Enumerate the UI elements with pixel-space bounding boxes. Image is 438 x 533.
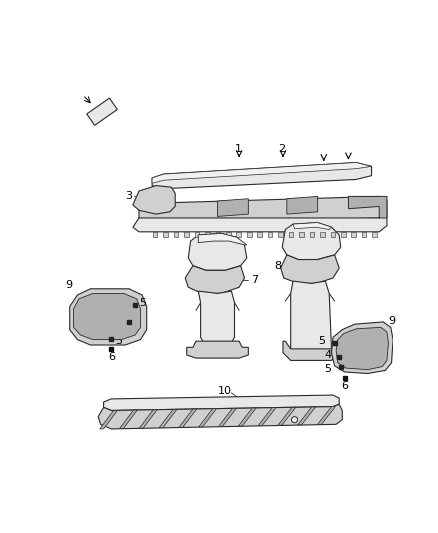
Polygon shape: [258, 232, 262, 237]
Polygon shape: [299, 232, 304, 237]
Polygon shape: [372, 232, 377, 237]
Polygon shape: [226, 232, 231, 237]
Polygon shape: [184, 232, 189, 237]
Polygon shape: [152, 163, 371, 189]
Text: 2: 2: [279, 144, 286, 155]
Polygon shape: [179, 409, 197, 427]
Polygon shape: [287, 196, 318, 214]
Polygon shape: [103, 395, 339, 410]
Polygon shape: [153, 232, 158, 237]
Text: 5: 5: [325, 364, 332, 374]
Polygon shape: [100, 410, 117, 429]
Polygon shape: [98, 405, 342, 429]
Text: 8: 8: [274, 261, 281, 271]
Polygon shape: [187, 341, 248, 358]
Polygon shape: [87, 98, 117, 125]
Polygon shape: [298, 407, 315, 425]
Polygon shape: [278, 232, 283, 237]
Polygon shape: [258, 408, 276, 425]
Text: 1: 1: [234, 144, 241, 155]
Polygon shape: [139, 196, 387, 225]
Polygon shape: [133, 185, 175, 214]
Polygon shape: [215, 232, 220, 237]
Polygon shape: [238, 408, 256, 426]
Polygon shape: [247, 232, 251, 237]
Polygon shape: [318, 407, 336, 424]
Polygon shape: [281, 255, 339, 284]
Polygon shape: [268, 232, 272, 237]
Polygon shape: [74, 294, 141, 340]
Polygon shape: [218, 199, 248, 216]
Polygon shape: [198, 233, 247, 245]
Polygon shape: [278, 407, 296, 425]
Text: 10: 10: [218, 386, 232, 396]
Text: 6: 6: [108, 352, 115, 361]
Polygon shape: [283, 341, 339, 360]
Polygon shape: [320, 232, 325, 237]
Polygon shape: [237, 232, 241, 237]
Polygon shape: [159, 409, 177, 427]
Polygon shape: [349, 196, 387, 218]
Text: 5: 5: [318, 336, 325, 346]
Polygon shape: [362, 232, 367, 237]
Text: 9: 9: [65, 280, 72, 290]
Circle shape: [291, 417, 298, 423]
Text: 4: 4: [325, 350, 332, 360]
Polygon shape: [198, 291, 234, 346]
Polygon shape: [120, 410, 137, 429]
Polygon shape: [205, 232, 210, 237]
Polygon shape: [291, 281, 332, 358]
Polygon shape: [199, 409, 216, 427]
Polygon shape: [174, 232, 178, 237]
Polygon shape: [70, 289, 147, 345]
Polygon shape: [282, 223, 341, 260]
Polygon shape: [310, 232, 314, 237]
Polygon shape: [351, 232, 356, 237]
Text: 5: 5: [139, 298, 146, 309]
Polygon shape: [139, 410, 157, 428]
Polygon shape: [152, 163, 371, 183]
Text: 6: 6: [341, 381, 348, 391]
Text: 5: 5: [115, 336, 122, 346]
Text: 9: 9: [389, 316, 396, 326]
Polygon shape: [331, 232, 335, 237]
Polygon shape: [341, 232, 346, 237]
Polygon shape: [188, 233, 247, 270]
Text: 4: 4: [133, 316, 140, 325]
Polygon shape: [194, 232, 199, 237]
Polygon shape: [163, 232, 168, 237]
Polygon shape: [185, 265, 244, 294]
Text: 3: 3: [125, 191, 132, 201]
Polygon shape: [293, 223, 332, 230]
Text: 7: 7: [251, 274, 258, 285]
Polygon shape: [133, 213, 387, 232]
Polygon shape: [336, 327, 389, 370]
Polygon shape: [289, 232, 293, 237]
Polygon shape: [332, 322, 393, 374]
Polygon shape: [219, 408, 237, 426]
